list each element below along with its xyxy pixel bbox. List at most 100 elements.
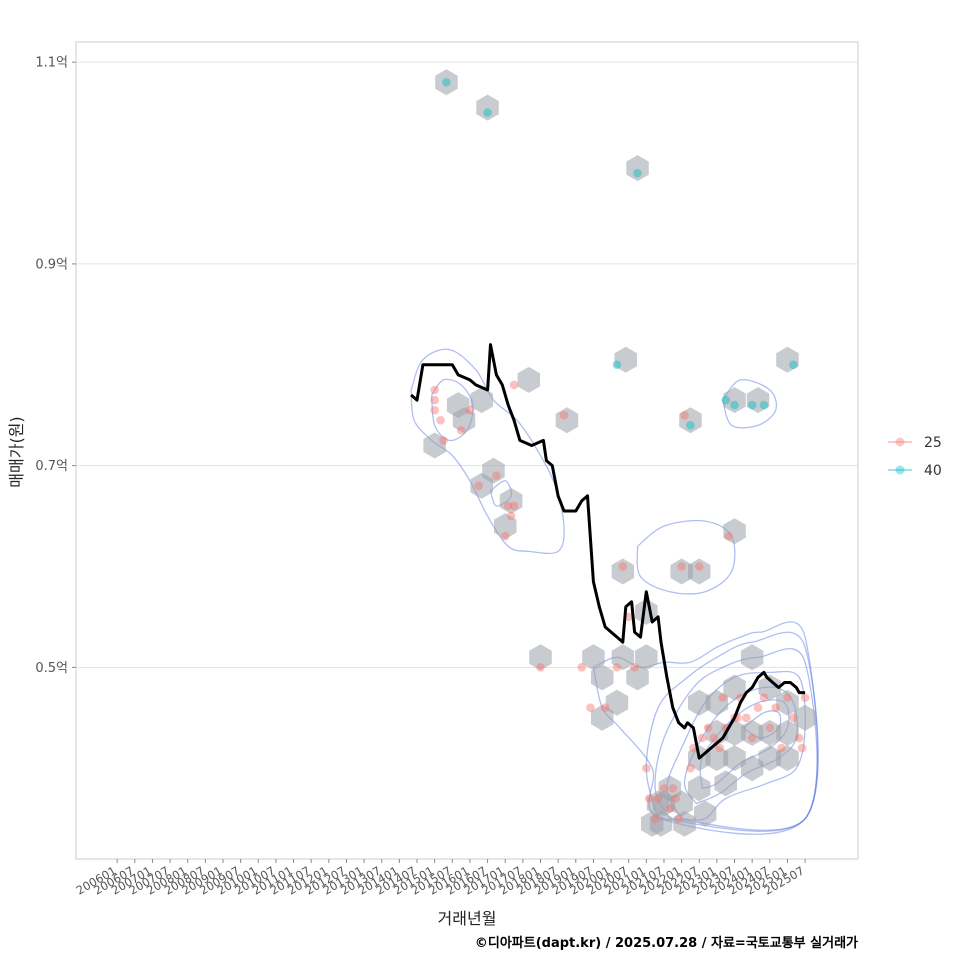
hex-bin bbox=[688, 558, 711, 585]
hex-bin bbox=[714, 770, 737, 797]
hex-bin bbox=[723, 518, 746, 545]
data-point-25 bbox=[650, 814, 660, 823]
data-point-25 bbox=[759, 693, 769, 702]
hex-bin bbox=[688, 775, 711, 802]
y-axis-title: 매매가(원) bbox=[7, 416, 26, 487]
data-point-25 bbox=[439, 436, 448, 445]
data-point-40 bbox=[483, 108, 492, 117]
data-point-25 bbox=[536, 663, 545, 672]
data-point-25 bbox=[715, 743, 725, 753]
hex-bin bbox=[705, 689, 729, 716]
hex-bin bbox=[494, 513, 517, 540]
x-axis-ticks: 2006012006072007012007072008012008072009… bbox=[74, 859, 807, 898]
data-point-25 bbox=[771, 703, 780, 713]
data-point-40 bbox=[442, 78, 451, 87]
data-point-25 bbox=[509, 501, 519, 511]
y-tick-label: 0.5억 bbox=[35, 661, 68, 676]
hex-bin bbox=[435, 69, 458, 96]
data-point-25 bbox=[753, 703, 763, 713]
hex-bins bbox=[423, 69, 817, 837]
hex-bin bbox=[758, 674, 782, 701]
data-point-25 bbox=[503, 501, 513, 511]
hex-bin bbox=[529, 644, 552, 671]
data-point-25 bbox=[430, 395, 439, 405]
x-axis-title: 거래년월 bbox=[438, 909, 497, 928]
legend-entry-40[interactable]: 40 bbox=[888, 463, 942, 479]
legend: 25 40 bbox=[888, 435, 942, 479]
data-point-25 bbox=[456, 426, 466, 435]
data-point-25 bbox=[653, 794, 663, 803]
chart-caption: ©디아파트(dapt.kr) / 2025.07.28 / 자료=국토교통부 실… bbox=[475, 935, 858, 951]
y-tick-label: 0.7억 bbox=[35, 459, 68, 474]
y-tick-label: 0.9억 bbox=[35, 257, 68, 272]
hex-bin bbox=[758, 719, 782, 746]
hex-bin bbox=[776, 689, 799, 716]
data-point-25 bbox=[630, 663, 639, 672]
data-point-25 bbox=[765, 723, 775, 733]
hex-bin bbox=[740, 644, 764, 671]
data-point-25 bbox=[492, 471, 501, 481]
data-point-25 bbox=[671, 794, 681, 803]
y-tick-label: 1.1억 bbox=[35, 56, 68, 71]
data-point-25 bbox=[797, 743, 807, 753]
data-point-40 bbox=[721, 395, 731, 405]
hex-bin bbox=[582, 644, 605, 671]
data-point-40 bbox=[686, 420, 695, 430]
data-point-25 bbox=[777, 743, 786, 753]
data-point-25 bbox=[430, 405, 439, 415]
data-point-25 bbox=[724, 531, 733, 541]
data-point-25 bbox=[465, 405, 475, 415]
hex-bin bbox=[670, 790, 693, 817]
data-point-25 bbox=[559, 410, 569, 420]
trend-line bbox=[410, 343, 806, 760]
data-point-25 bbox=[506, 511, 516, 521]
hex-bin bbox=[776, 346, 799, 373]
data-point-25 bbox=[747, 733, 757, 743]
data-point-40 bbox=[759, 400, 769, 410]
data-point-25 bbox=[783, 693, 792, 702]
hex-bin bbox=[517, 366, 540, 393]
data-point-25 bbox=[600, 703, 610, 713]
gridlines bbox=[76, 61, 858, 668]
data-point-25 bbox=[718, 693, 728, 702]
data-point-25 bbox=[794, 733, 804, 743]
hex-bin bbox=[470, 472, 493, 499]
hex-bin bbox=[611, 644, 635, 671]
hex-bin bbox=[758, 745, 782, 772]
data-point-25 bbox=[642, 763, 651, 773]
hex-bin bbox=[476, 94, 499, 121]
trend-line-path bbox=[410, 343, 806, 760]
data-point-40 bbox=[730, 400, 739, 410]
hex-bin bbox=[635, 644, 658, 671]
hex-bin bbox=[723, 387, 746, 414]
hex-bin bbox=[776, 719, 799, 746]
hex-bin bbox=[776, 745, 799, 772]
data-point-40 bbox=[612, 360, 622, 370]
hex-bin bbox=[452, 407, 476, 434]
data-point-25 bbox=[509, 380, 519, 390]
hex-bin bbox=[626, 155, 649, 182]
data-point-25 bbox=[500, 531, 510, 541]
data-point-25 bbox=[800, 693, 810, 702]
data-point-25 bbox=[686, 763, 695, 773]
legend-entry-25[interactable]: 25 bbox=[888, 435, 942, 451]
hex-bin bbox=[591, 664, 614, 691]
data-point-25 bbox=[694, 562, 704, 571]
hex-bin bbox=[591, 704, 614, 731]
data-point-25 bbox=[674, 814, 683, 823]
hex-bin bbox=[693, 800, 717, 827]
hex-bin bbox=[626, 664, 649, 691]
legend-label-40: 40 bbox=[924, 463, 942, 479]
data-point-25 bbox=[677, 562, 686, 571]
hex-bin bbox=[614, 346, 637, 373]
hex-bin bbox=[652, 790, 676, 817]
hex-bin bbox=[555, 407, 579, 434]
data-point-25 bbox=[703, 723, 713, 733]
density-contour bbox=[636, 519, 736, 595]
hex-bin bbox=[649, 810, 673, 837]
hex-bin bbox=[688, 689, 711, 716]
plot-panel bbox=[75, 41, 859, 860]
data-point-25 bbox=[618, 562, 628, 571]
data-point-25 bbox=[789, 713, 798, 723]
